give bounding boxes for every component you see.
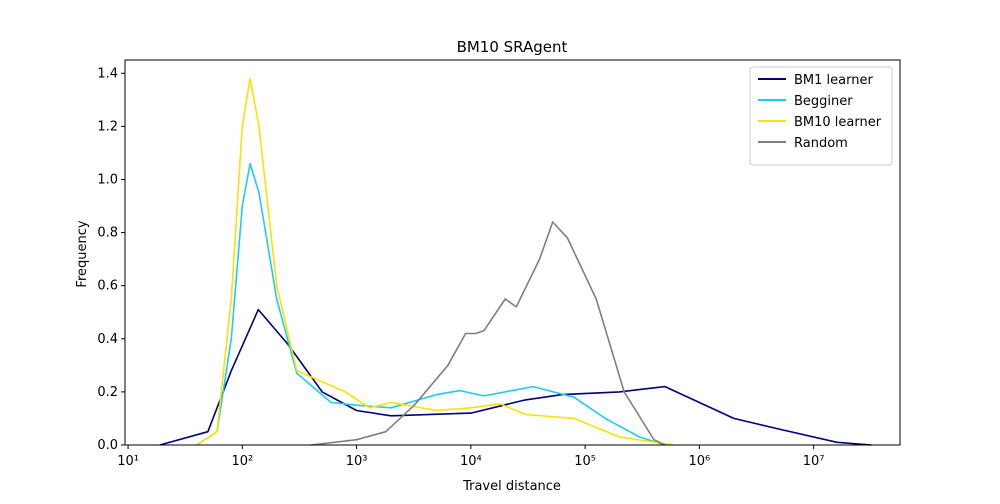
y-tick-label: 1.4 <box>97 66 118 81</box>
y-tick-label: 0.8 <box>97 226 118 241</box>
x-tick-label: 10³ <box>346 454 368 469</box>
chart-title: BM10 SRAgent <box>457 38 568 56</box>
y-tick-label: 1.0 <box>97 172 118 187</box>
y-axis-label: Frequency <box>75 220 90 287</box>
x-tick-label: 10⁷ <box>803 454 825 469</box>
y-tick-label: 0.2 <box>97 385 118 400</box>
line-series <box>159 308 872 446</box>
legend-label: BM1 learner <box>794 73 873 88</box>
x-tick-label: 10² <box>231 454 253 469</box>
x-tick-label: 10¹ <box>117 454 139 469</box>
line-series <box>196 162 666 446</box>
x-axis-label: Travel distance <box>462 479 561 494</box>
y-tick-label: 0.4 <box>97 332 118 347</box>
x-tick-label: 10⁵ <box>574 454 596 469</box>
line-series <box>196 77 675 446</box>
y-tick-label: 1.2 <box>97 119 118 134</box>
x-tick-label: 10⁴ <box>460 454 482 469</box>
line-series <box>311 221 666 446</box>
y-tick-label: 0.0 <box>97 438 118 453</box>
legend-label: Random <box>794 136 848 151</box>
legend-box <box>749 66 893 166</box>
y-tick-label: 0.6 <box>97 279 118 294</box>
legend-label: Begginer <box>794 94 853 109</box>
legend-label: BM10 learner <box>794 115 882 130</box>
plot-frame <box>124 59 901 446</box>
x-tick-label: 10⁶ <box>688 454 710 469</box>
